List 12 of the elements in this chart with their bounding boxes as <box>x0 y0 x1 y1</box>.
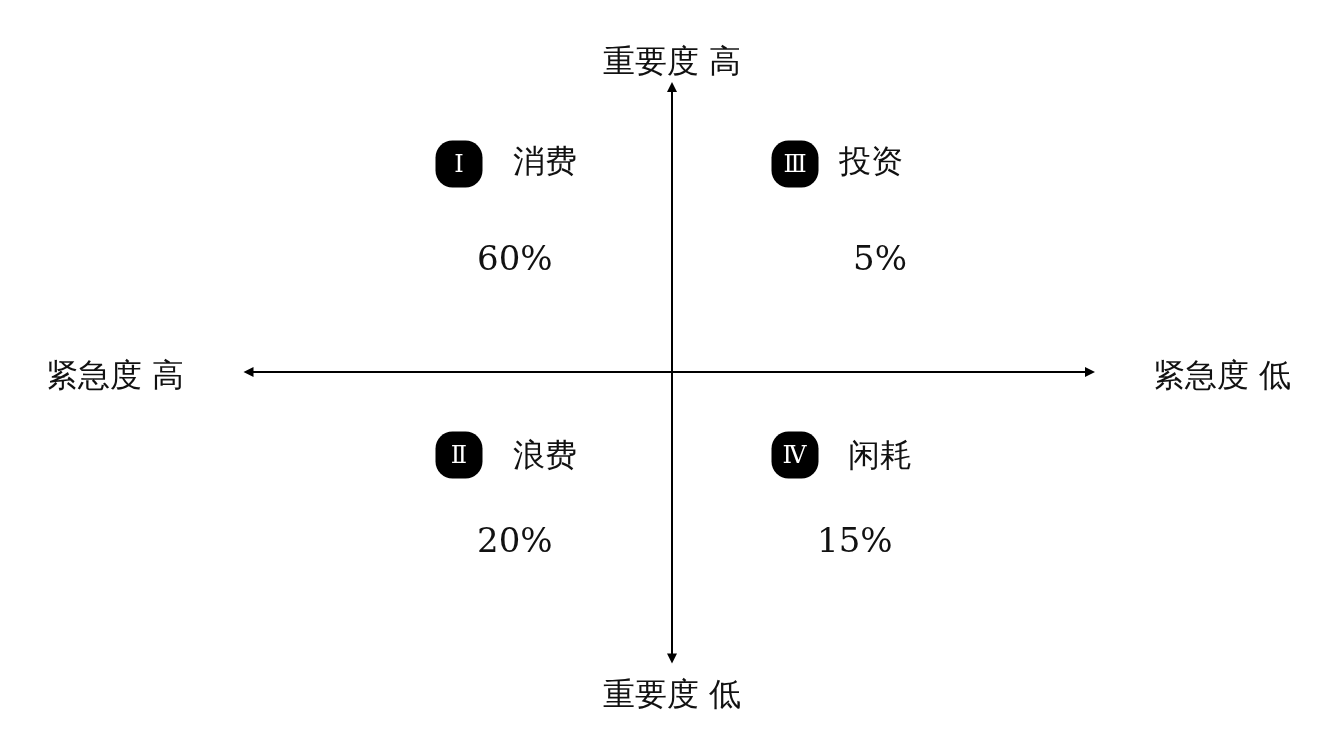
category-label: 闲耗 <box>848 436 912 474</box>
category-label: 浪费 <box>513 436 577 474</box>
text: 紧急度 低 <box>1153 356 1292 394</box>
data-label: 20% <box>477 520 553 560</box>
text: 重要度 高 <box>603 42 742 80</box>
text: 紧急度 高 <box>46 356 185 394</box>
data-label: 60% <box>477 238 553 278</box>
category-label: 消费 <box>513 142 577 180</box>
text: 重要度 低 <box>603 675 742 713</box>
data-label: 15% <box>817 520 893 560</box>
category-label: 投资 <box>838 142 903 180</box>
data-label: 5% <box>853 238 907 278</box>
